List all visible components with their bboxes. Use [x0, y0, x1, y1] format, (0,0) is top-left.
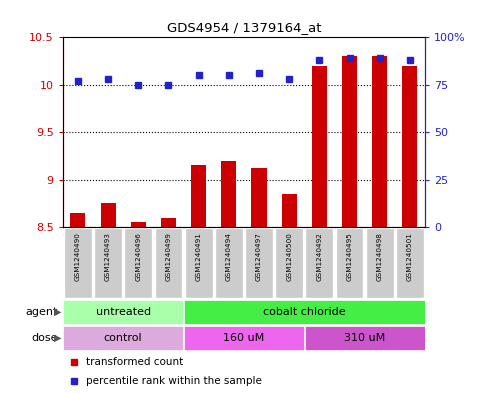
Text: GSM1240499: GSM1240499 — [166, 232, 171, 281]
Text: GSM1240497: GSM1240497 — [256, 232, 262, 281]
Text: GSM1240501: GSM1240501 — [407, 232, 413, 281]
Text: ▶: ▶ — [54, 333, 62, 343]
Bar — [191, 165, 206, 227]
Bar — [372, 56, 387, 227]
Bar — [312, 66, 327, 227]
FancyBboxPatch shape — [155, 228, 183, 298]
FancyBboxPatch shape — [396, 228, 424, 298]
Text: percentile rank within the sample: percentile rank within the sample — [86, 376, 262, 386]
Text: GSM1240490: GSM1240490 — [75, 232, 81, 281]
Text: 160 uM: 160 uM — [223, 333, 265, 343]
FancyBboxPatch shape — [64, 228, 92, 298]
FancyBboxPatch shape — [63, 300, 183, 324]
Text: GSM1240498: GSM1240498 — [377, 232, 383, 281]
FancyBboxPatch shape — [185, 228, 213, 298]
Text: untreated: untreated — [96, 307, 151, 317]
Text: ▶: ▶ — [54, 307, 62, 317]
FancyBboxPatch shape — [215, 228, 242, 298]
FancyBboxPatch shape — [305, 326, 425, 350]
FancyBboxPatch shape — [275, 228, 303, 298]
Bar — [402, 66, 417, 227]
Text: GSM1240496: GSM1240496 — [135, 232, 141, 281]
Text: transformed count: transformed count — [86, 357, 184, 367]
Title: GDS4954 / 1379164_at: GDS4954 / 1379164_at — [167, 22, 321, 35]
FancyBboxPatch shape — [184, 300, 425, 324]
FancyBboxPatch shape — [63, 326, 183, 350]
Bar — [252, 168, 267, 227]
FancyBboxPatch shape — [125, 228, 152, 298]
Text: GSM1240492: GSM1240492 — [316, 232, 322, 281]
Text: GSM1240491: GSM1240491 — [196, 232, 201, 281]
Text: GSM1240494: GSM1240494 — [226, 232, 232, 281]
Text: GSM1240493: GSM1240493 — [105, 232, 111, 281]
Bar — [71, 213, 85, 227]
Bar — [282, 194, 297, 227]
Text: GSM1240495: GSM1240495 — [347, 232, 353, 281]
FancyBboxPatch shape — [184, 326, 304, 350]
FancyBboxPatch shape — [94, 228, 122, 298]
FancyBboxPatch shape — [336, 228, 364, 298]
FancyBboxPatch shape — [366, 228, 394, 298]
Text: cobalt chloride: cobalt chloride — [263, 307, 346, 317]
Text: GSM1240500: GSM1240500 — [286, 232, 292, 281]
Bar — [100, 203, 115, 227]
Text: control: control — [104, 333, 142, 343]
Text: agent: agent — [26, 307, 58, 317]
Text: 310 uM: 310 uM — [344, 333, 385, 343]
Bar — [161, 218, 176, 227]
Text: dose: dose — [31, 333, 58, 343]
Bar — [342, 56, 357, 227]
FancyBboxPatch shape — [306, 228, 333, 298]
FancyBboxPatch shape — [245, 228, 273, 298]
Bar — [221, 161, 236, 227]
Bar — [131, 222, 146, 227]
